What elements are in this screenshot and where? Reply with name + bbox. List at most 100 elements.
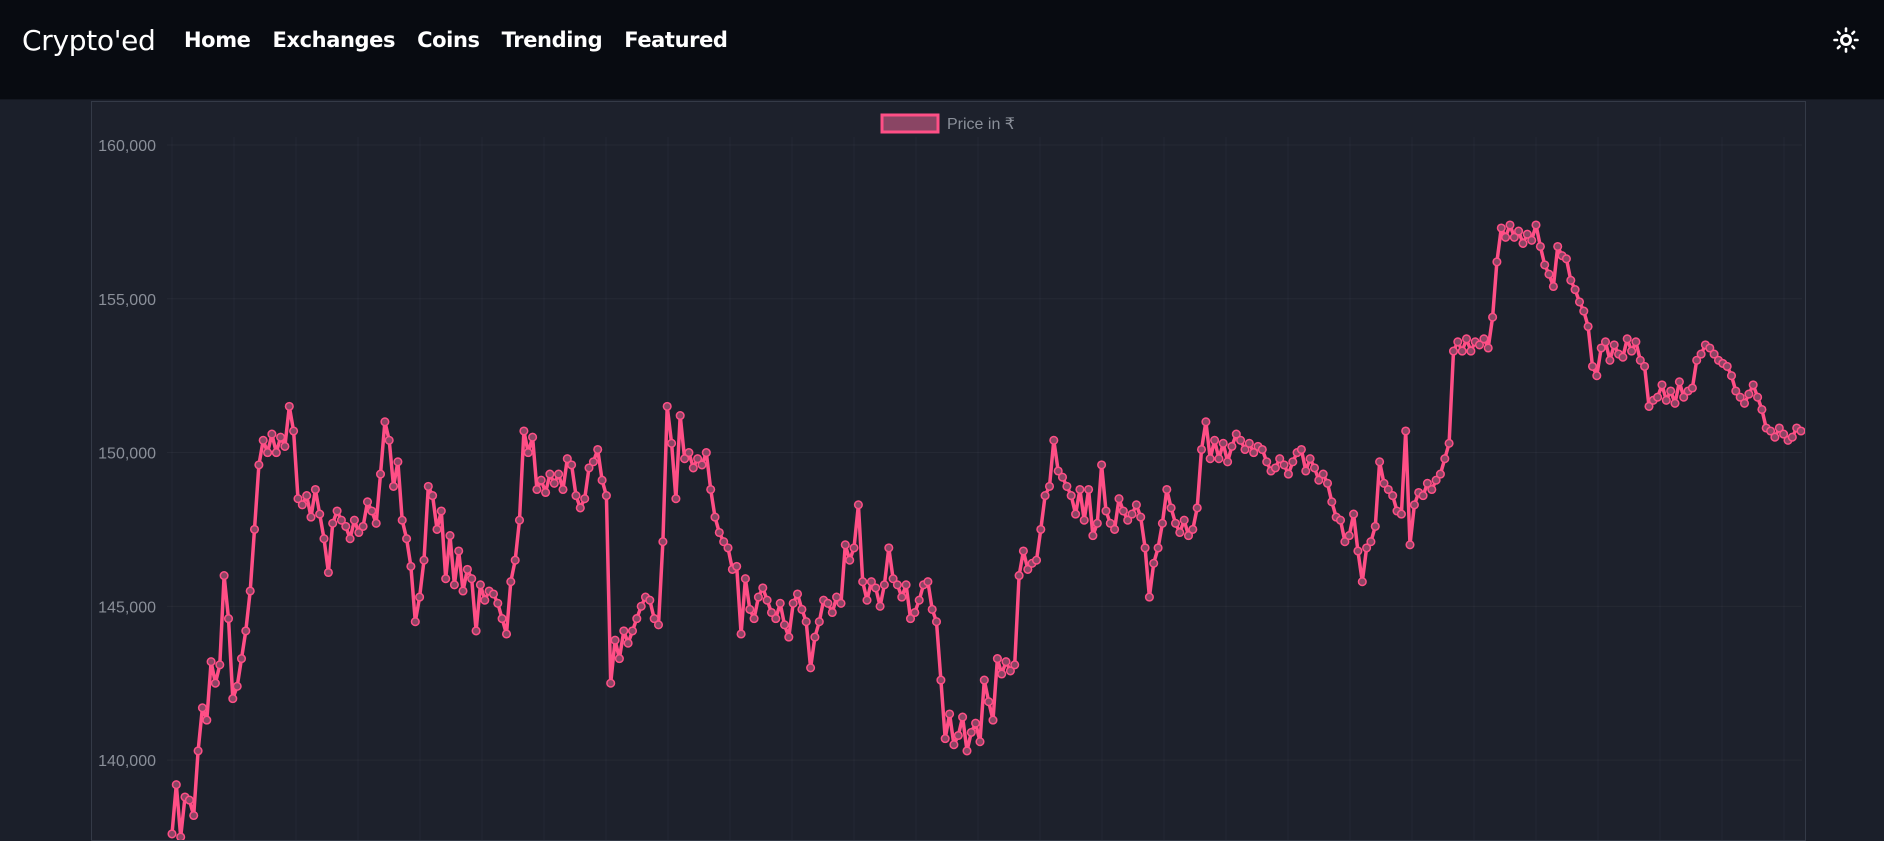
data-point[interactable]: [258, 435, 268, 445]
data-point[interactable]: [606, 678, 616, 688]
data-point[interactable]: [1770, 432, 1780, 442]
data-point[interactable]: [197, 703, 207, 713]
data-point[interactable]: [1218, 438, 1228, 448]
data-point[interactable]: [467, 574, 477, 584]
data-point[interactable]: [1157, 518, 1167, 528]
data-point[interactable]: [432, 524, 442, 534]
data-point[interactable]: [1005, 666, 1015, 676]
data-point[interactable]: [193, 746, 203, 756]
data-point[interactable]: [1118, 506, 1128, 516]
data-point[interactable]: [423, 481, 433, 491]
data-point[interactable]: [771, 614, 781, 624]
data-point[interactable]: [323, 567, 333, 578]
data-point[interactable]: [449, 580, 459, 590]
data-point[interactable]: [406, 561, 416, 571]
data-point[interactable]: [1766, 426, 1776, 436]
data-point[interactable]: [1622, 334, 1632, 344]
data-point[interactable]: [931, 617, 942, 627]
data-point[interactable]: [228, 694, 238, 704]
data-point[interactable]: [519, 426, 529, 436]
data-point[interactable]: [1488, 312, 1498, 322]
data-point[interactable]: [988, 715, 998, 725]
data-point[interactable]: [1479, 334, 1489, 344]
data-point[interactable]: [1314, 475, 1324, 485]
nav-link-coins[interactable]: Coins: [417, 28, 480, 52]
data-point[interactable]: [1553, 241, 1563, 252]
data-point[interactable]: [1101, 506, 1111, 516]
data-point[interactable]: [1236, 435, 1246, 445]
data-point[interactable]: [1075, 484, 1085, 495]
data-point[interactable]: [267, 429, 277, 439]
data-point[interactable]: [1739, 398, 1750, 408]
data-point[interactable]: [879, 580, 889, 590]
data-point[interactable]: [701, 448, 711, 458]
data-point[interactable]: [1405, 540, 1415, 550]
data-point[interactable]: [649, 614, 659, 624]
nav-link-home[interactable]: Home: [184, 28, 251, 52]
data-point[interactable]: [415, 592, 425, 602]
data-point[interactable]: [1010, 660, 1020, 670]
data-point[interactable]: [905, 614, 916, 624]
data-point[interactable]: [1540, 260, 1550, 270]
data-point[interactable]: [1166, 503, 1176, 513]
data-point[interactable]: [202, 715, 212, 725]
data-point[interactable]: [1183, 531, 1194, 541]
data-point[interactable]: [184, 795, 194, 805]
data-point[interactable]: [501, 629, 512, 639]
data-point[interactable]: [845, 555, 855, 565]
data-point[interactable]: [276, 432, 286, 442]
data-point[interactable]: [1705, 343, 1715, 353]
data-point[interactable]: [797, 604, 807, 614]
data-point[interactable]: [428, 491, 438, 501]
data-point[interactable]: [1422, 478, 1432, 488]
data-point[interactable]: [632, 614, 642, 624]
data-point[interactable]: [436, 506, 446, 516]
data-point[interactable]: [488, 589, 499, 599]
data-point[interactable]: [1692, 355, 1702, 365]
data-point[interactable]: [219, 571, 229, 581]
data-point[interactable]: [619, 626, 629, 636]
data-point[interactable]: [462, 564, 472, 574]
data-point[interactable]: [310, 484, 320, 495]
data-point[interactable]: [302, 491, 312, 501]
legend-swatch[interactable]: [880, 113, 940, 134]
data-point[interactable]: [740, 574, 750, 584]
data-point[interactable]: [284, 401, 294, 411]
data-point[interactable]: [1031, 555, 1042, 565]
data-point[interactable]: [1748, 380, 1758, 390]
data-point[interactable]: [562, 454, 572, 464]
data-point[interactable]: [645, 595, 655, 605]
data-point[interactable]: [823, 598, 833, 608]
data-point[interactable]: [1535, 241, 1545, 252]
data-point[interactable]: [1201, 417, 1211, 427]
data-point[interactable]: [1344, 531, 1354, 541]
data-point[interactable]: [1514, 226, 1524, 236]
data-point[interactable]: [1605, 355, 1615, 365]
data-point[interactable]: [723, 543, 733, 553]
data-point[interactable]: [336, 515, 346, 525]
nav-link-trending[interactable]: Trending: [501, 28, 603, 52]
data-point[interactable]: [1627, 346, 1637, 356]
data-point[interactable]: [1205, 454, 1215, 464]
data-point[interactable]: [1379, 478, 1389, 488]
data-point[interactable]: [1257, 444, 1267, 455]
data-point[interactable]: [249, 524, 260, 534]
nav-link-exchanges[interactable]: Exchanges: [272, 28, 396, 52]
data-point[interactable]: [319, 534, 329, 544]
data-point[interactable]: [1448, 346, 1459, 356]
data-point[interactable]: [554, 469, 564, 479]
data-point[interactable]: [688, 463, 698, 473]
data-point[interactable]: [1053, 466, 1063, 476]
data-point[interactable]: [610, 635, 620, 645]
data-point[interactable]: [1249, 448, 1259, 458]
data-point[interactable]: [658, 537, 668, 547]
data-point[interactable]: [992, 654, 1002, 664]
data-point[interactable]: [1097, 460, 1107, 470]
data-point[interactable]: [375, 469, 386, 479]
data-point[interactable]: [884, 543, 894, 553]
data-point[interactable]: [1653, 392, 1663, 402]
data-point[interactable]: [545, 469, 555, 479]
data-point[interactable]: [866, 577, 876, 587]
data-point[interactable]: [1518, 238, 1528, 248]
data-point[interactable]: [871, 583, 881, 593]
